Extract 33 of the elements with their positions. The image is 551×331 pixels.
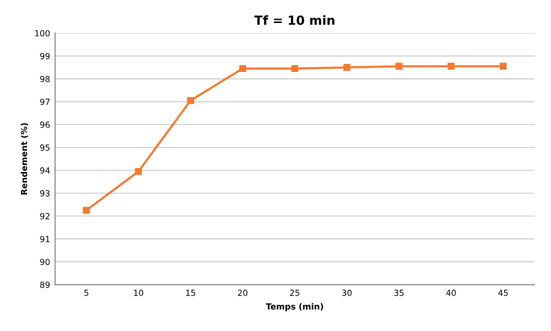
- point: [82, 206, 90, 214]
- x-tick-label: 15: [186, 290, 196, 296]
- chart-title: Tf = 10 min: [254, 15, 334, 25]
- y-tick-label: 91: [40, 236, 50, 242]
- point: [448, 62, 455, 70]
- x-tick-label: 5: [84, 290, 88, 296]
- y-tick-label: 95: [40, 144, 50, 151]
- y-tick-label: 98: [40, 76, 50, 82]
- x-tick-label: 20: [238, 290, 248, 296]
- point: [291, 65, 298, 72]
- point: [500, 62, 507, 70]
- point: [134, 168, 142, 175]
- x-tick-label: 10: [134, 290, 144, 296]
- x-tick-label: 45: [498, 290, 508, 296]
- y-tick-label: 89: [40, 282, 50, 288]
- y-tick-label: 100: [35, 30, 50, 36]
- y-tick-label: 97: [40, 98, 50, 105]
- y-tick-label: 99: [40, 52, 50, 60]
- y-tick-label: 96: [40, 122, 50, 128]
- x-tick-label: 30: [342, 290, 352, 296]
- y-tick-label: 94: [40, 167, 50, 174]
- y-tick-label: 93: [40, 190, 50, 196]
- point: [396, 62, 402, 70]
- point: [187, 97, 194, 104]
- x-tick-label: 40: [446, 290, 456, 296]
- x-tick-label: 25: [290, 290, 300, 296]
- x-tick-label: 35: [394, 290, 404, 296]
- point: [239, 65, 246, 72]
- y-tick-label: 92: [40, 213, 50, 220]
- point: [343, 64, 350, 71]
- y-tick-label: 90: [40, 258, 50, 266]
- y-axis-title: Rendement (%): [20, 123, 28, 194]
- x-axis-title: Temps (min): [266, 303, 323, 312]
